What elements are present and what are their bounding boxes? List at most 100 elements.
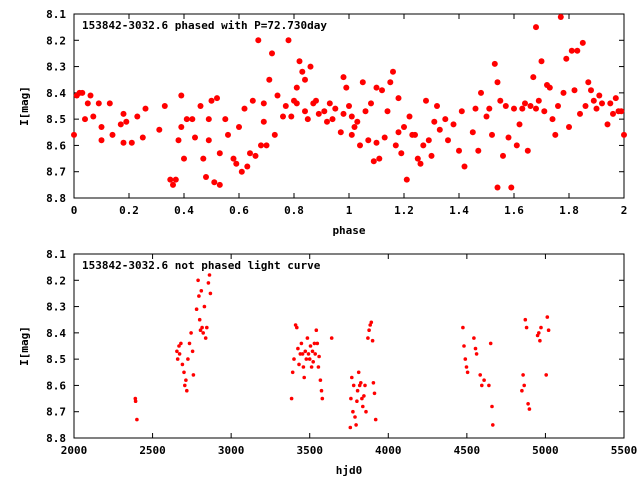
top-data-point [222, 116, 229, 123]
top-data-point [359, 79, 366, 86]
top-data-point [293, 100, 300, 107]
top-data-point [381, 134, 388, 141]
bottom-x-tick-label: 3500 [296, 444, 323, 457]
bottom-data-point [309, 365, 314, 369]
top-data-point [79, 89, 86, 96]
top-data-point [329, 116, 336, 123]
top-y-tick-label: 8.3 [46, 61, 66, 74]
top-data-point [370, 158, 377, 165]
top-data-point [401, 124, 407, 130]
top-data-point [203, 174, 209, 180]
top-data-point [315, 110, 322, 117]
top-data-point [255, 37, 262, 44]
top-data-point [450, 121, 457, 128]
top-data-point [216, 181, 223, 188]
top-data-point [170, 181, 176, 188]
bottom-data-point [177, 352, 182, 356]
bottom-data-point [320, 396, 325, 401]
top-data-point [607, 100, 614, 107]
top-data-point [373, 84, 380, 91]
top-data-point [117, 121, 124, 128]
top-data-point [417, 160, 424, 167]
top-data-point [563, 55, 570, 62]
top-data-point [362, 108, 369, 115]
bottom-data-point [185, 388, 189, 393]
top-data-point [516, 121, 523, 128]
bottom-data-point [316, 365, 321, 369]
top-data-point [337, 129, 344, 136]
top-data-point [197, 103, 204, 109]
bottom-x-tick-label: 4000 [375, 444, 402, 457]
top-data-point [313, 97, 319, 104]
bottom-data-point [135, 417, 139, 422]
bottom-data-point [133, 396, 138, 401]
top-data-point [128, 139, 135, 146]
top-data-point [560, 89, 567, 96]
top-data-point [84, 100, 91, 107]
top-data-point [288, 113, 295, 120]
bottom-data-point [359, 381, 363, 385]
bottom-plot-frame [73, 253, 625, 439]
top-y-tick-label: 8.2 [46, 34, 66, 47]
top-data-point [269, 50, 275, 57]
top-data-point [90, 113, 97, 120]
bottom-data-point [179, 341, 183, 346]
top-data-point [508, 184, 515, 191]
top-data-point [175, 137, 182, 144]
top-data-point [475, 147, 482, 154]
top-data-point [552, 131, 559, 138]
bottom-data-point [465, 370, 470, 375]
bottom-data-point [522, 383, 526, 388]
top-data-point [395, 95, 402, 102]
bottom-data-point [187, 341, 192, 346]
bottom-data-point [184, 378, 188, 383]
top-data-point [571, 87, 578, 94]
top-y-tick-label: 8.7 [46, 166, 66, 179]
top-data-point [258, 142, 264, 149]
top-data-point [216, 150, 223, 157]
bottom-data-point [371, 381, 376, 385]
bottom-data-point [302, 375, 307, 380]
bottom-data-point [464, 365, 469, 369]
top-data-point [494, 184, 501, 191]
top-data-point [538, 58, 545, 65]
bottom-data-point [353, 415, 357, 419]
top-data-point [395, 129, 402, 136]
bottom-data-point [183, 383, 187, 388]
bottom-data-point [545, 315, 550, 319]
bottom-data-point [208, 291, 213, 296]
bottom-panel: 153842-3032.6 not phased light curve hjd… [18, 248, 637, 477]
bottom-data-point [313, 352, 318, 356]
top-data-point [123, 118, 130, 125]
top-data-point [340, 74, 347, 81]
top-data-point [98, 124, 105, 130]
top-data-point [205, 137, 212, 144]
bottom-data-point [488, 341, 493, 346]
bottom-data-point [521, 373, 525, 377]
top-y-axis-label: I[mag] [18, 86, 31, 126]
top-data-point [579, 39, 586, 46]
top-x-tick-label: 1 [346, 204, 353, 217]
bottom-y-axis-label: I[mag] [18, 326, 31, 366]
top-data-point [582, 103, 589, 109]
top-x-tick-label: 0 [71, 204, 78, 217]
top-data-point [156, 126, 163, 133]
bottom-data-point [354, 423, 358, 427]
bottom-data-point [362, 394, 366, 398]
top-data-point [82, 116, 88, 123]
top-x-axis-label: phase [332, 224, 365, 237]
bottom-data-point [312, 341, 317, 346]
bottom-data-point [304, 357, 309, 361]
bottom-y-tick-label: 8.4 [46, 327, 66, 340]
top-data-point [357, 142, 363, 149]
bottom-data-point [175, 357, 180, 361]
bottom-data-point [472, 336, 476, 340]
bottom-data-point [190, 349, 195, 354]
top-data-point [241, 105, 248, 112]
top-data-point [546, 84, 553, 91]
top-data-point [249, 97, 256, 104]
bottom-data-point [202, 304, 207, 309]
bottom-data-point [318, 378, 323, 383]
top-data-point [428, 152, 435, 159]
